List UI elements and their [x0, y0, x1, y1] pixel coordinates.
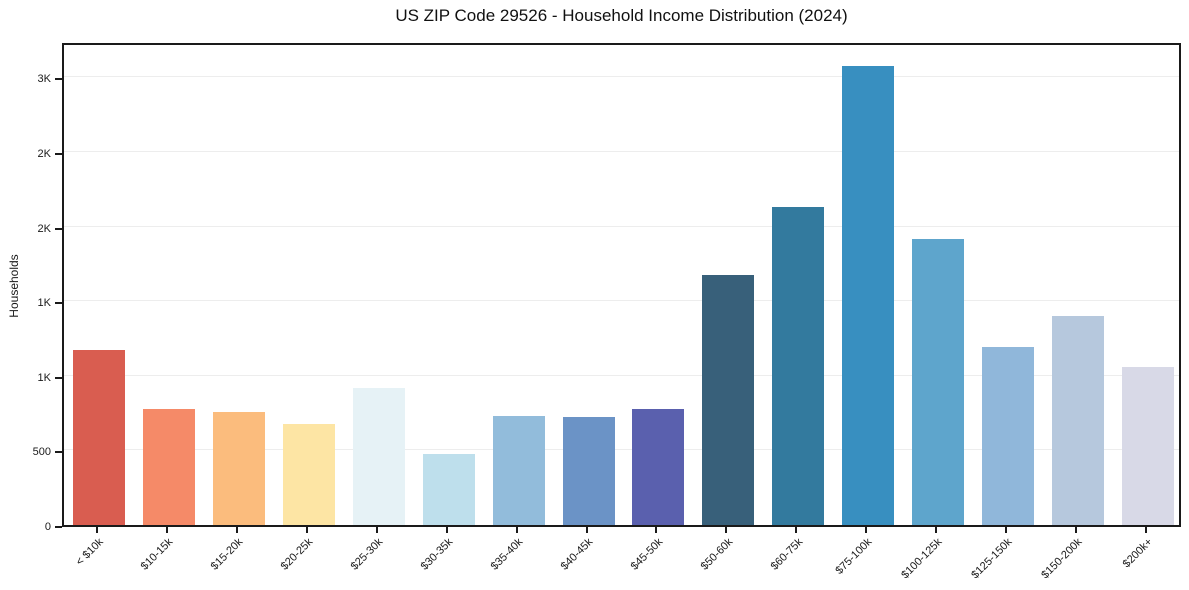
gridline	[64, 76, 1179, 78]
x-tick-mark	[935, 527, 938, 533]
gridline	[64, 300, 1179, 302]
bar-50-60k	[702, 275, 755, 525]
bar-45-50k	[632, 409, 685, 525]
y-tick-mark	[55, 78, 62, 81]
x-tick-mark	[725, 527, 728, 533]
y-tick-mark	[55, 376, 62, 379]
bar-30-35k	[422, 454, 475, 525]
bar-10-15k	[142, 408, 195, 525]
x-tick-mark	[795, 527, 798, 533]
x-tick-label: < $10k	[73, 536, 106, 569]
gridline	[64, 150, 1179, 152]
y-tick-label: 500	[32, 446, 51, 459]
x-tick-label: $15-20k	[208, 536, 246, 573]
x-tick-label: $20-25k	[278, 536, 316, 573]
x-tick-label: $125-150k	[969, 536, 1015, 582]
x-tick-mark	[1075, 527, 1078, 533]
bar-40-45k	[562, 416, 615, 525]
x-tick-mark	[305, 527, 308, 533]
y-tick-mark	[55, 152, 62, 155]
x-tick-label: $100-125k	[899, 536, 945, 582]
x-tick-mark	[515, 527, 518, 533]
x-tick-mark	[1145, 527, 1148, 533]
y-tick-label: 1K	[37, 297, 51, 310]
x-tick-label: $75-100k	[833, 536, 875, 577]
bar-60-75k	[772, 207, 825, 525]
chart-title: US ZIP Code 29526 - Household Income Dis…	[395, 6, 848, 25]
x-tick-label: $150-200k	[1039, 536, 1085, 582]
bar-125-150k	[982, 347, 1035, 525]
bar-10k	[72, 350, 125, 525]
x-tick-label: $25-30k	[348, 536, 386, 573]
y-tick-label: 1K	[37, 371, 51, 384]
bar-200k	[1122, 366, 1175, 525]
y-tick-label: 3K	[37, 73, 51, 86]
x-tick-mark	[585, 527, 588, 533]
x-tick-mark	[95, 527, 98, 533]
x-tick-mark	[235, 527, 238, 533]
y-axis-label: Households	[7, 254, 21, 318]
x-tick-mark	[165, 527, 168, 533]
y-tick-mark	[55, 227, 62, 230]
y-tick-mark	[55, 451, 62, 454]
y-tick-label: 2K	[37, 147, 51, 160]
x-tick-label: $45-50k	[628, 536, 665, 573]
x-tick-label: $50-60k	[698, 536, 735, 573]
x-tick-label: $10-15k	[138, 536, 176, 573]
x-tick-mark	[445, 527, 448, 533]
y-tick-label: 2K	[37, 222, 51, 235]
plot-area	[62, 43, 1181, 527]
bar-25-30k	[352, 388, 405, 525]
bar-150-200k	[1052, 316, 1105, 525]
y-tick-mark	[55, 526, 62, 528]
bar-35-40k	[492, 416, 545, 525]
bar-15-20k	[212, 411, 265, 525]
y-tick-mark	[55, 302, 62, 305]
x-tick-label: $40-45k	[558, 536, 596, 573]
x-tick-mark	[655, 527, 658, 533]
x-tick-label: $60-75k	[768, 536, 805, 573]
x-tick-mark	[375, 527, 378, 533]
gridline	[64, 449, 1179, 451]
gridline	[64, 374, 1179, 376]
bar-20-25k	[282, 424, 335, 525]
bar-100-125k	[912, 239, 965, 525]
bar-75-100k	[842, 66, 895, 525]
x-tick-label: $35-40k	[488, 536, 526, 573]
y-tick-label: 0	[44, 521, 51, 533]
x-tick-label: $30-35k	[418, 536, 456, 573]
x-tick-mark	[1005, 527, 1008, 533]
gridline	[64, 225, 1179, 227]
x-tick-label: $200k+	[1120, 536, 1155, 571]
x-tick-mark	[865, 527, 868, 533]
